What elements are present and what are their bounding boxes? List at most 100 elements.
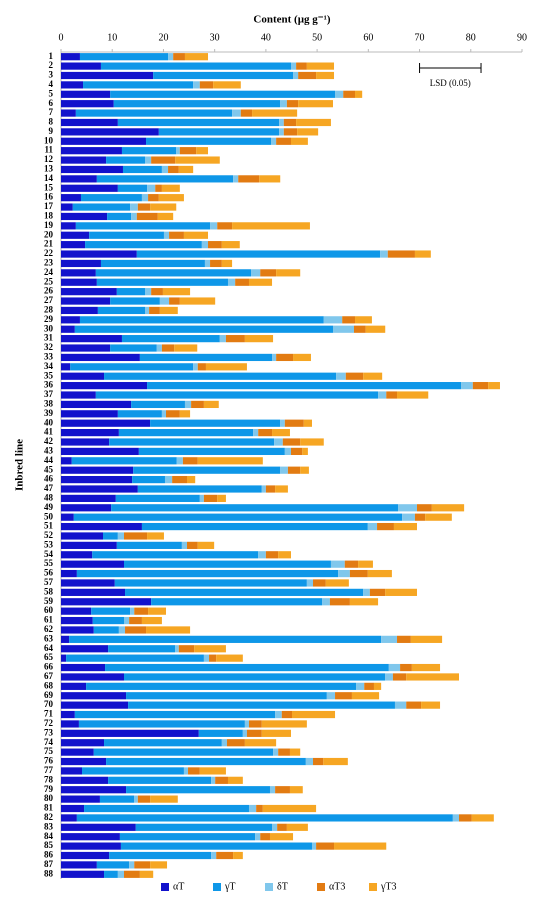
bar-segment bbox=[302, 447, 308, 456]
y-tick-label: 35 bbox=[44, 370, 54, 380]
bar-segment bbox=[204, 259, 211, 268]
bar-segment bbox=[211, 851, 217, 860]
lsd-label: LSD (0.05) bbox=[430, 78, 471, 88]
bar-segment bbox=[322, 598, 330, 606]
bar-segment bbox=[61, 786, 127, 794]
bar-segment bbox=[61, 579, 115, 587]
bar-segment bbox=[66, 654, 204, 662]
bar-segment bbox=[134, 861, 151, 869]
y-tick-label: 87 bbox=[44, 859, 54, 869]
bar-segment bbox=[400, 663, 412, 672]
bar-segment bbox=[278, 551, 291, 559]
bar-segment bbox=[136, 250, 381, 258]
bar-segment bbox=[289, 748, 301, 756]
bar-segment bbox=[248, 720, 262, 728]
bar-segment bbox=[210, 222, 218, 230]
bar-segment bbox=[61, 241, 86, 249]
bar-segment bbox=[187, 541, 198, 549]
bar-segment bbox=[363, 588, 370, 596]
y-tick-label: 41 bbox=[44, 427, 54, 437]
y-tick-label: 49 bbox=[44, 502, 54, 512]
bar-segment bbox=[130, 607, 135, 615]
bar-segment bbox=[120, 842, 312, 850]
bar-segment bbox=[210, 259, 222, 268]
y-tick-label: 38 bbox=[44, 398, 54, 408]
bar-segment bbox=[93, 626, 119, 634]
bar-segment bbox=[126, 692, 327, 700]
bar-segment bbox=[297, 128, 319, 136]
x-tick-label: 20 bbox=[158, 32, 168, 43]
bar-segment bbox=[203, 654, 210, 662]
y-tick-label: 69 bbox=[44, 690, 54, 700]
bar-segment bbox=[191, 400, 204, 409]
bar-segment bbox=[290, 62, 297, 70]
bar-segment bbox=[61, 118, 118, 127]
bar-segment bbox=[158, 128, 280, 136]
bar-segment bbox=[110, 90, 336, 98]
y-tick-label: 40 bbox=[44, 417, 54, 427]
bar-segment bbox=[162, 288, 191, 296]
bar-segment bbox=[397, 391, 429, 399]
bar-segment bbox=[276, 137, 291, 145]
bar-segment bbox=[104, 870, 118, 878]
bar-segment bbox=[336, 372, 346, 380]
bar-segment bbox=[397, 635, 411, 643]
bar-segment bbox=[61, 363, 71, 371]
bar-segment bbox=[93, 748, 274, 756]
y-tick-label: 88 bbox=[44, 868, 54, 878]
bar-segment bbox=[175, 645, 179, 653]
bar-segment bbox=[118, 429, 254, 437]
bar-segment bbox=[95, 391, 379, 399]
bar-segment bbox=[78, 720, 245, 728]
bar-segment bbox=[61, 720, 79, 728]
bar-segment bbox=[103, 532, 118, 540]
bar-segment bbox=[280, 466, 288, 474]
bar-segment bbox=[159, 297, 170, 305]
bar-segment bbox=[235, 278, 249, 286]
bar-segment bbox=[262, 804, 317, 813]
bar-segment bbox=[244, 739, 277, 747]
bar-segment bbox=[279, 118, 284, 127]
bar-segment bbox=[280, 100, 287, 108]
bar-segment bbox=[356, 682, 365, 690]
bar-segment bbox=[61, 109, 76, 117]
bar-segment bbox=[284, 447, 291, 456]
y-tick-label: 81 bbox=[44, 803, 54, 813]
bar-segment bbox=[130, 203, 138, 211]
bar-segment bbox=[296, 62, 307, 70]
bar-segment bbox=[129, 616, 142, 625]
bar-segment bbox=[141, 616, 162, 625]
bar-segment bbox=[95, 269, 252, 277]
bar-segment bbox=[76, 569, 339, 578]
legend-swatch bbox=[213, 883, 221, 891]
bar-segment bbox=[61, 90, 111, 98]
bar-segment bbox=[168, 53, 174, 61]
bar-segment bbox=[353, 325, 366, 333]
bar-segment bbox=[61, 53, 80, 61]
bar-segment bbox=[107, 212, 132, 221]
bar-segment bbox=[61, 635, 70, 643]
bar-segment bbox=[221, 241, 240, 249]
bar-segment bbox=[126, 786, 270, 794]
bar-segment bbox=[183, 767, 189, 775]
bar-segment bbox=[208, 241, 222, 249]
chart-title: Content (µg g⁻¹) bbox=[253, 14, 330, 26]
bar-segment bbox=[300, 438, 324, 446]
bar-segment bbox=[367, 522, 378, 531]
bar-segment bbox=[61, 429, 119, 437]
bar-segment bbox=[349, 569, 368, 578]
bar-segment bbox=[61, 682, 87, 690]
bar-segment bbox=[169, 231, 184, 239]
y-tick-label: 62 bbox=[44, 624, 54, 634]
bar-segment bbox=[61, 551, 93, 559]
bar-segment bbox=[61, 739, 105, 747]
bar-segment bbox=[471, 814, 494, 822]
bar-segment bbox=[213, 81, 241, 89]
bar-segment bbox=[305, 757, 314, 766]
bar-segment bbox=[392, 673, 407, 681]
bar-segment bbox=[425, 513, 452, 521]
bar-segment bbox=[141, 194, 149, 202]
bar-segment bbox=[232, 109, 241, 117]
bar-segment bbox=[61, 259, 101, 268]
